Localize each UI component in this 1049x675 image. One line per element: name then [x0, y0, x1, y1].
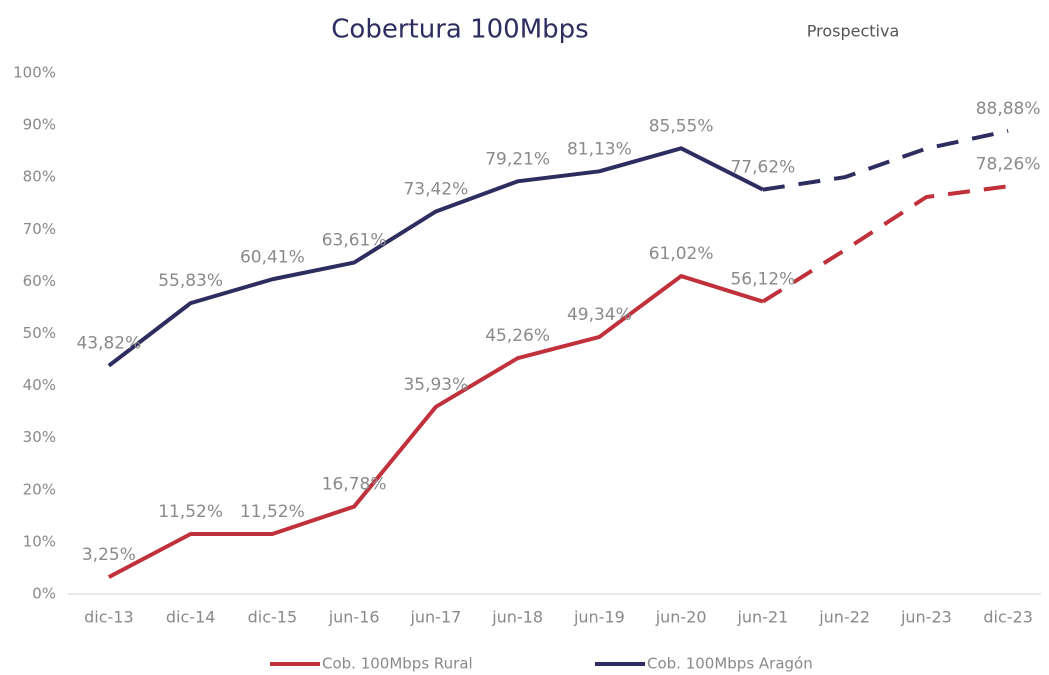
data-label: 11,52%: [240, 502, 305, 522]
forecast-line: [761, 184, 1009, 304]
data-label: 55,83%: [158, 271, 223, 291]
data-label: 85,55%: [649, 116, 714, 136]
y-tick-label: 60%: [23, 272, 56, 290]
legend-label: Cob. 100Mbps Rural: [322, 655, 473, 673]
x-tick-label: jun-21: [736, 608, 788, 627]
data-label: 3,25%: [82, 545, 136, 565]
y-tick-label: 20%: [23, 480, 56, 498]
annotation: Prospectiva: [807, 22, 900, 41]
legend-label: Cob. 100Mbps Aragón: [647, 655, 813, 673]
data-label: 63,61%: [322, 231, 387, 251]
data-label: 16,78%: [322, 475, 387, 495]
data-label: 56,12%: [730, 270, 795, 290]
x-tick-label: dic-13: [84, 608, 134, 627]
x-tick-label: jun-20: [655, 608, 707, 627]
x-tick-label: dic-14: [166, 608, 216, 627]
y-tick-label: 0%: [32, 585, 56, 603]
y-tick-label: 40%: [23, 376, 56, 394]
y-tick-label: 80%: [23, 168, 56, 186]
data-label: 11,52%: [158, 502, 223, 522]
data-label: 61,02%: [649, 244, 714, 264]
data-label: 77,62%: [730, 158, 795, 178]
x-tick-label: dic-23: [983, 608, 1033, 627]
x-tick-label: jun-23: [900, 608, 952, 627]
data-label: 88,88%: [976, 99, 1041, 119]
data-label: 35,93%: [403, 375, 468, 395]
y-tick-label: 50%: [23, 324, 56, 342]
x-tick-label: jun-22: [818, 608, 870, 627]
x-tick-label: dic-15: [248, 608, 298, 627]
y-tick-label: 30%: [23, 428, 56, 446]
data-label: 60,41%: [240, 247, 305, 267]
data-label: 81,13%: [567, 139, 632, 159]
data-label: 78,26%: [976, 154, 1041, 174]
x-tick-label: jun-17: [409, 608, 461, 627]
series-line: [107, 146, 764, 368]
data-label: 79,21%: [485, 149, 550, 169]
series-line: [107, 274, 764, 579]
data-label: 45,26%: [485, 326, 550, 346]
y-tick-label: 10%: [23, 532, 56, 550]
x-tick-label: jun-18: [491, 608, 543, 627]
forecast-line: [762, 128, 1009, 192]
y-tick-label: 100%: [13, 64, 56, 82]
data-label: 73,42%: [403, 179, 468, 199]
y-tick-label: 90%: [23, 116, 56, 134]
data-label: 43,82%: [76, 334, 141, 354]
chart-title: Cobertura 100Mbps: [331, 15, 588, 45]
x-tick-label: jun-16: [328, 608, 380, 627]
data-label: 49,34%: [567, 305, 632, 325]
x-tick-label: jun-19: [573, 608, 625, 627]
y-tick-label: 70%: [23, 220, 56, 238]
